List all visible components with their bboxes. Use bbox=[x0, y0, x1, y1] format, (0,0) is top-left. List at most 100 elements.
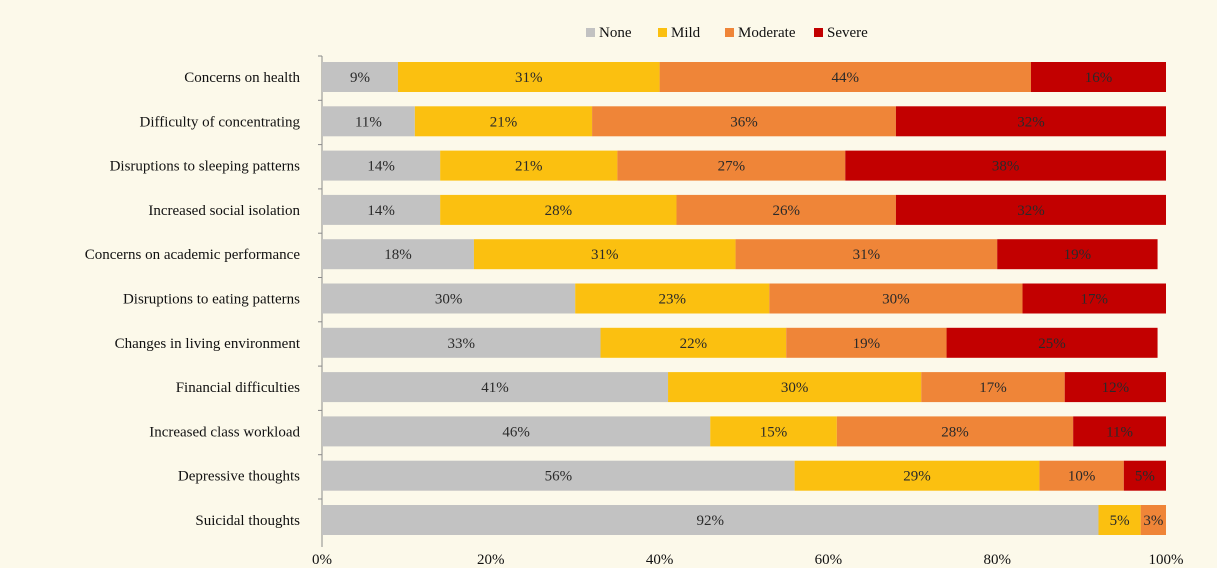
bar-segment bbox=[440, 150, 618, 181]
data-label: 5% bbox=[1135, 469, 1155, 485]
category-label: Disruptions to sleeping patterns bbox=[110, 159, 301, 175]
bar-segment bbox=[786, 327, 947, 358]
bar-segment bbox=[1030, 62, 1166, 92]
bar-segment bbox=[322, 283, 576, 314]
data-label: 21% bbox=[490, 114, 518, 130]
category-label: Concerns on academic performance bbox=[85, 247, 301, 263]
bar-segment bbox=[322, 194, 441, 225]
category-label: Concerns on health bbox=[184, 70, 300, 86]
bar-segment bbox=[1098, 505, 1141, 535]
data-label: 26% bbox=[772, 203, 800, 219]
bar-segment bbox=[322, 460, 795, 491]
legend-label: Severe bbox=[827, 25, 868, 41]
data-label: 17% bbox=[979, 380, 1007, 396]
x-tick-label: 40% bbox=[646, 552, 674, 568]
data-label: 31% bbox=[853, 247, 881, 263]
category-label: Difficulty of concentrating bbox=[139, 114, 300, 130]
data-label: 12% bbox=[1102, 380, 1130, 396]
bar-segment bbox=[659, 62, 1031, 92]
bar-segment bbox=[322, 62, 398, 92]
bar-segment bbox=[322, 505, 1099, 535]
data-label: 25% bbox=[1038, 336, 1066, 352]
data-label: 30% bbox=[781, 380, 809, 396]
legend-label: Moderate bbox=[738, 25, 796, 41]
category-label: Increased social isolation bbox=[148, 203, 300, 219]
data-label: 36% bbox=[730, 114, 758, 130]
category-label: Depressive thoughts bbox=[178, 469, 300, 485]
bar-segment bbox=[617, 150, 846, 181]
data-label: 16% bbox=[1085, 70, 1113, 86]
data-label: 3% bbox=[1143, 513, 1163, 529]
bar-segment bbox=[473, 239, 736, 270]
legend-swatch bbox=[658, 28, 667, 37]
bar-segment bbox=[322, 239, 474, 270]
data-label: 19% bbox=[1064, 247, 1092, 263]
data-label: 11% bbox=[1106, 424, 1133, 440]
legend-swatch bbox=[586, 28, 595, 37]
bar-segment bbox=[575, 283, 770, 314]
legend-swatch bbox=[814, 28, 823, 37]
x-tick-label: 20% bbox=[477, 552, 505, 568]
bar-segment bbox=[895, 106, 1166, 137]
data-label: 14% bbox=[367, 159, 395, 175]
bar-segment bbox=[414, 106, 593, 137]
bar-segment bbox=[676, 194, 896, 225]
bar-segment bbox=[845, 150, 1166, 181]
data-label: 23% bbox=[659, 292, 687, 308]
data-label: 31% bbox=[591, 247, 619, 263]
bar-segment bbox=[322, 327, 601, 358]
data-label: 56% bbox=[545, 469, 573, 485]
bar-segment bbox=[397, 62, 660, 92]
data-label: 9% bbox=[350, 70, 370, 86]
bar-segment bbox=[710, 416, 837, 447]
bar-segment bbox=[600, 327, 787, 358]
category-label: Suicidal thoughts bbox=[195, 513, 300, 529]
bar-segment bbox=[322, 106, 415, 137]
data-label: 17% bbox=[1081, 292, 1109, 308]
bar-segment bbox=[794, 460, 1040, 491]
data-label: 19% bbox=[853, 336, 881, 352]
bar-segment bbox=[322, 150, 441, 181]
bar-segment bbox=[895, 194, 1166, 225]
bar-segment bbox=[921, 372, 1065, 403]
data-label: 27% bbox=[718, 159, 746, 175]
bar-segment bbox=[997, 239, 1158, 270]
data-label: 30% bbox=[882, 292, 910, 308]
bar-segment bbox=[1140, 505, 1166, 535]
category-label: Disruptions to eating patterns bbox=[123, 292, 300, 308]
bar-segment bbox=[836, 416, 1074, 447]
bar-segment bbox=[592, 106, 896, 137]
bar-segment bbox=[322, 372, 669, 403]
data-label: 32% bbox=[1017, 114, 1045, 130]
data-label: 21% bbox=[515, 159, 543, 175]
data-label: 18% bbox=[384, 247, 412, 263]
data-label: 28% bbox=[941, 424, 969, 440]
category-label: Increased class workload bbox=[149, 424, 300, 440]
data-label: 10% bbox=[1068, 469, 1096, 485]
data-label: 28% bbox=[545, 203, 573, 219]
data-label: 29% bbox=[903, 469, 931, 485]
legend-swatch bbox=[725, 28, 734, 37]
bar-segment bbox=[440, 194, 677, 225]
bar-segment bbox=[1039, 460, 1124, 491]
bar-segment bbox=[322, 416, 711, 447]
legend-label: Mild bbox=[671, 25, 701, 41]
data-label: 38% bbox=[992, 159, 1020, 175]
data-label: 33% bbox=[448, 336, 476, 352]
bar-segment bbox=[1123, 460, 1166, 491]
x-tick-label: 80% bbox=[983, 552, 1011, 568]
x-tick-label: 100% bbox=[1149, 552, 1184, 568]
data-label: 30% bbox=[435, 292, 463, 308]
bar-segment bbox=[946, 327, 1158, 358]
data-label: 15% bbox=[760, 424, 788, 440]
data-label: 32% bbox=[1017, 203, 1045, 219]
data-label: 31% bbox=[515, 70, 543, 86]
bar-segment bbox=[668, 372, 922, 403]
data-label: 46% bbox=[502, 424, 530, 440]
data-label: 41% bbox=[481, 380, 509, 396]
data-label: 44% bbox=[832, 70, 860, 86]
x-tick-label: 60% bbox=[815, 552, 843, 568]
x-tick-label: 0% bbox=[312, 552, 332, 568]
